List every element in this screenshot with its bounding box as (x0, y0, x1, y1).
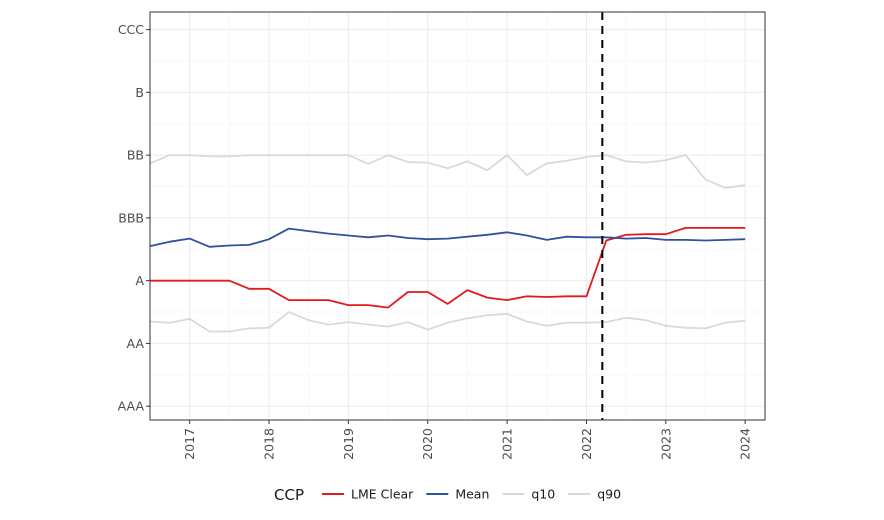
y-tick-label: BBB (118, 210, 144, 225)
legend-title: CCP (274, 486, 304, 504)
series-line-q10 (149, 311, 746, 333)
legend-label: q90 (597, 487, 621, 502)
x-tick-label: 2019 (341, 428, 356, 460)
legend-label: q10 (531, 487, 555, 502)
series-lines (149, 154, 746, 333)
x-tick-label: 2017 (182, 428, 197, 460)
y-tick-label: BB (127, 148, 144, 163)
x-tick-label: 2023 (658, 428, 673, 460)
series-line-lme-clear (150, 226, 746, 309)
x-tick-label: 2020 (420, 428, 435, 460)
legend-label: Mean (455, 487, 489, 502)
y-tick-label: B (135, 85, 144, 100)
x-axis: 2017 2018 2019 2020 2021 2022 2023 2024 (182, 420, 753, 460)
y-tick-label: AA (127, 336, 145, 351)
plot-border (149, 11, 766, 421)
x-tick-label: 2022 (579, 428, 594, 460)
y-tick-label: A (135, 273, 144, 288)
legend: CCP LME Clear Mean q10 q90 (274, 486, 621, 504)
x-tick-label: 2021 (500, 428, 515, 460)
y-tick-label: AAA (118, 399, 145, 414)
major-gridlines (150, 12, 765, 420)
x-tick-label: 2024 (738, 428, 753, 460)
y-tick-label: CCC (118, 22, 144, 37)
x-tick-label: 2018 (262, 428, 277, 460)
series-line-q90 (149, 154, 746, 189)
legend-label: LME Clear (351, 487, 414, 502)
series-line-mean (149, 227, 746, 248)
minor-gridlines (150, 12, 765, 420)
plot-panel (149, 11, 766, 421)
